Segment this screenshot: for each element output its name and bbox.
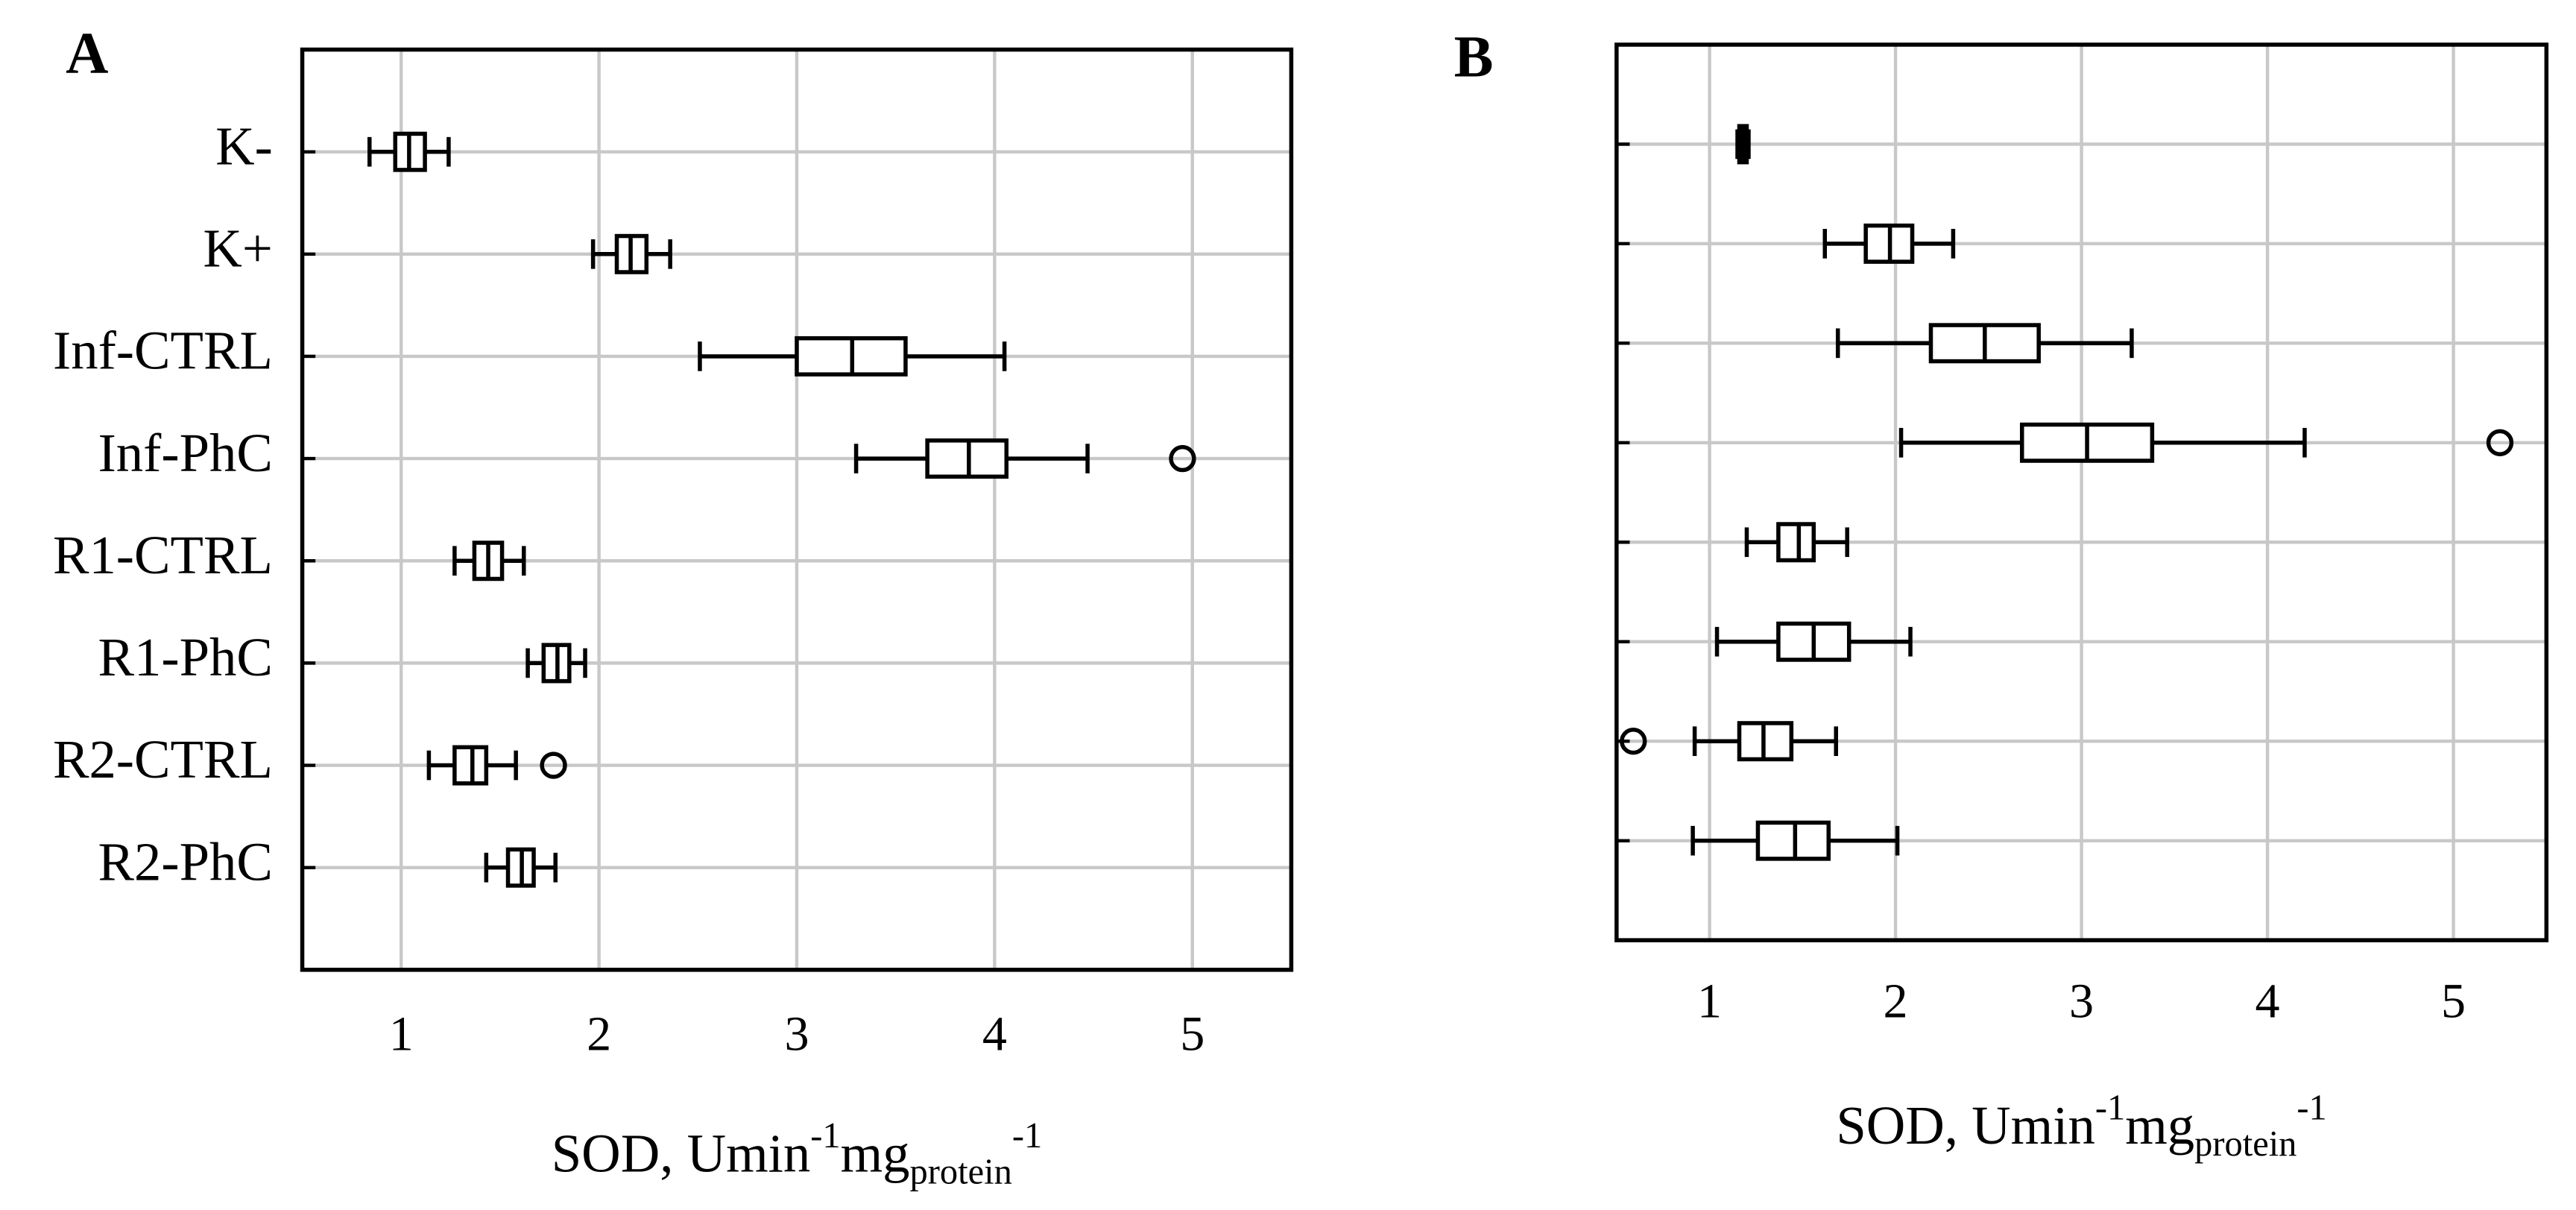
x-axis-label-part: SOD, Umin [552, 1123, 810, 1183]
outlier [2486, 429, 2514, 456]
x-axis-label-part: mg [841, 1123, 910, 1183]
x-axis-label-part: protein [2194, 1124, 2296, 1164]
x-axis-label: SOD, Umin-1mgprotein-1 [1836, 1088, 2326, 1163]
y-tick-label: R2-PhC [98, 831, 272, 892]
plot-frame [1614, 42, 2549, 942]
y-tick-label: Inf-CTRL [53, 321, 273, 381]
x-tick-label: 1 [1697, 974, 1722, 1028]
x-tick-label: 5 [1180, 1007, 1205, 1062]
x-tick-label: 1 [389, 1007, 414, 1062]
panel-title: A [66, 21, 108, 86]
outlier [1169, 444, 1196, 473]
x-axis-label-part: -1 [2095, 1088, 2125, 1127]
box [1776, 522, 1816, 563]
x-tick-label: 2 [587, 1007, 611, 1062]
x-axis-label-part: -1 [2296, 1088, 2326, 1127]
x-tick-label: 3 [784, 1007, 809, 1062]
x-axis-label-part: -1 [1012, 1116, 1042, 1156]
x-tick-label: 3 [2069, 974, 2094, 1028]
outlier [540, 751, 567, 779]
y-tick-label: Inf-PhC [98, 423, 273, 483]
y-tick-label: K+ [203, 218, 273, 278]
x-axis-label: SOD, Umin-1mgprotein-1 [552, 1116, 1042, 1191]
x-axis-label-part: mg [2125, 1094, 2194, 1155]
outlier [1620, 728, 1647, 755]
panel: A 1 2 3 4 5 K- K+ Inf-CTRL Inf-PhC R1-CTRL R1-PhC R2… [53, 21, 1294, 1191]
y-tick-label: K- [215, 116, 273, 176]
x-tick-label: 4 [982, 1007, 1007, 1062]
x-tick-label: 5 [2441, 974, 2466, 1028]
x-tick-label: 2 [1884, 974, 1908, 1028]
y-tick-label: R1-PhC [98, 627, 272, 687]
x-axis-label-part: SOD, Umin [1836, 1094, 2094, 1155]
x-tick-label: 4 [2255, 974, 2280, 1028]
y-tick-label: R1-CTRL [53, 525, 273, 585]
x-axis-label-part: protein [910, 1152, 1012, 1191]
x-axis-label-part: -1 [810, 1116, 840, 1156]
plot-frame [300, 47, 1294, 972]
panel-title: B [1454, 24, 1494, 89]
y-tick-label: R2-CTRL [53, 729, 273, 790]
